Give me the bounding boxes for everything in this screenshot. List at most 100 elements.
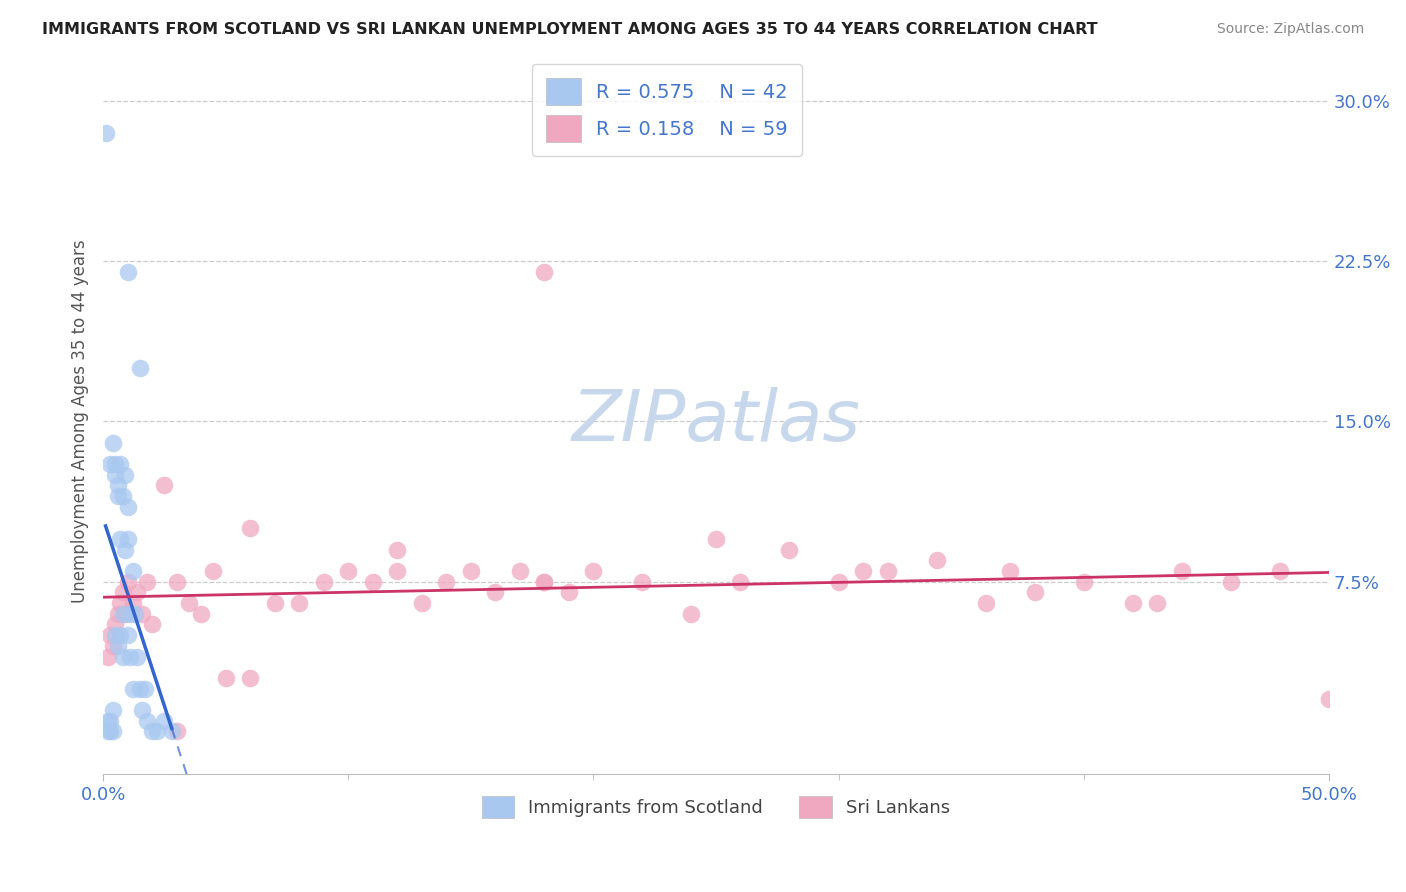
Point — [100, 714, 122, 728]
Point — [160, 724, 183, 739]
Point — [484, 585, 506, 599]
Point — [239, 671, 262, 685]
Point — [141, 617, 163, 632]
Point — [104, 628, 127, 642]
Point — [121, 681, 143, 696]
Point — [101, 639, 124, 653]
Point — [97, 649, 120, 664]
Point — [111, 649, 134, 664]
Point — [166, 574, 188, 589]
Point — [1170, 564, 1192, 578]
Y-axis label: Unemployment Among Ages 35 to 44 years: Unemployment Among Ages 35 to 44 years — [72, 240, 89, 603]
Point — [460, 564, 482, 578]
Point — [127, 649, 149, 664]
Point — [533, 574, 555, 589]
Point — [974, 596, 997, 610]
Point — [104, 467, 127, 482]
Point — [117, 628, 139, 642]
Point — [582, 564, 605, 578]
Point — [107, 478, 129, 492]
Point — [141, 724, 163, 739]
Point — [146, 724, 169, 739]
Point — [111, 585, 134, 599]
Point — [111, 607, 134, 621]
Point — [177, 596, 200, 610]
Point — [111, 489, 134, 503]
Point — [925, 553, 948, 567]
Point — [114, 467, 136, 482]
Point — [1122, 596, 1144, 610]
Point — [434, 574, 457, 589]
Point — [124, 607, 146, 621]
Point — [107, 489, 129, 503]
Point — [288, 596, 311, 610]
Point — [110, 628, 132, 642]
Point — [136, 574, 159, 589]
Point — [263, 596, 285, 610]
Point — [998, 564, 1021, 578]
Point — [107, 607, 129, 621]
Point — [97, 714, 120, 728]
Point — [110, 596, 132, 610]
Point — [704, 532, 727, 546]
Point — [166, 724, 188, 739]
Point — [134, 681, 156, 696]
Point — [779, 542, 801, 557]
Point — [1317, 692, 1340, 706]
Point — [131, 607, 153, 621]
Point — [681, 607, 703, 621]
Point — [631, 574, 654, 589]
Point — [509, 564, 531, 578]
Point — [239, 521, 262, 535]
Point — [876, 564, 898, 578]
Point — [190, 607, 212, 621]
Point — [131, 703, 153, 717]
Point — [104, 457, 127, 471]
Point — [110, 457, 132, 471]
Point — [117, 500, 139, 514]
Point — [153, 478, 176, 492]
Point — [533, 265, 555, 279]
Point — [827, 574, 849, 589]
Point — [153, 714, 176, 728]
Text: ZIPatlas: ZIPatlas — [571, 387, 860, 456]
Point — [117, 574, 139, 589]
Point — [1024, 585, 1046, 599]
Legend: Immigrants from Scotland, Sri Lankans: Immigrants from Scotland, Sri Lankans — [474, 789, 957, 825]
Point — [120, 649, 142, 664]
Point — [533, 574, 555, 589]
Point — [1146, 596, 1168, 610]
Point — [558, 585, 581, 599]
Point — [337, 564, 360, 578]
Point — [100, 457, 122, 471]
Point — [120, 607, 142, 621]
Point — [387, 564, 409, 578]
Text: IMMIGRANTS FROM SCOTLAND VS SRI LANKAN UNEMPLOYMENT AMONG AGES 35 TO 44 YEARS CO: IMMIGRANTS FROM SCOTLAND VS SRI LANKAN U… — [42, 22, 1098, 37]
Point — [129, 360, 152, 375]
Point — [107, 639, 129, 653]
Point — [104, 617, 127, 632]
Point — [117, 265, 139, 279]
Point — [129, 681, 152, 696]
Point — [136, 714, 159, 728]
Point — [101, 724, 124, 739]
Point — [97, 724, 120, 739]
Point — [730, 574, 752, 589]
Point — [110, 532, 132, 546]
Point — [117, 532, 139, 546]
Point — [100, 628, 122, 642]
Text: Source: ZipAtlas.com: Source: ZipAtlas.com — [1216, 22, 1364, 37]
Point — [121, 564, 143, 578]
Point — [127, 585, 149, 599]
Point — [101, 435, 124, 450]
Point — [94, 126, 117, 140]
Point — [101, 703, 124, 717]
Point — [1073, 574, 1095, 589]
Point — [361, 574, 384, 589]
Point — [411, 596, 433, 610]
Point — [100, 724, 122, 739]
Point — [312, 574, 335, 589]
Point — [202, 564, 225, 578]
Point — [852, 564, 875, 578]
Point — [114, 607, 136, 621]
